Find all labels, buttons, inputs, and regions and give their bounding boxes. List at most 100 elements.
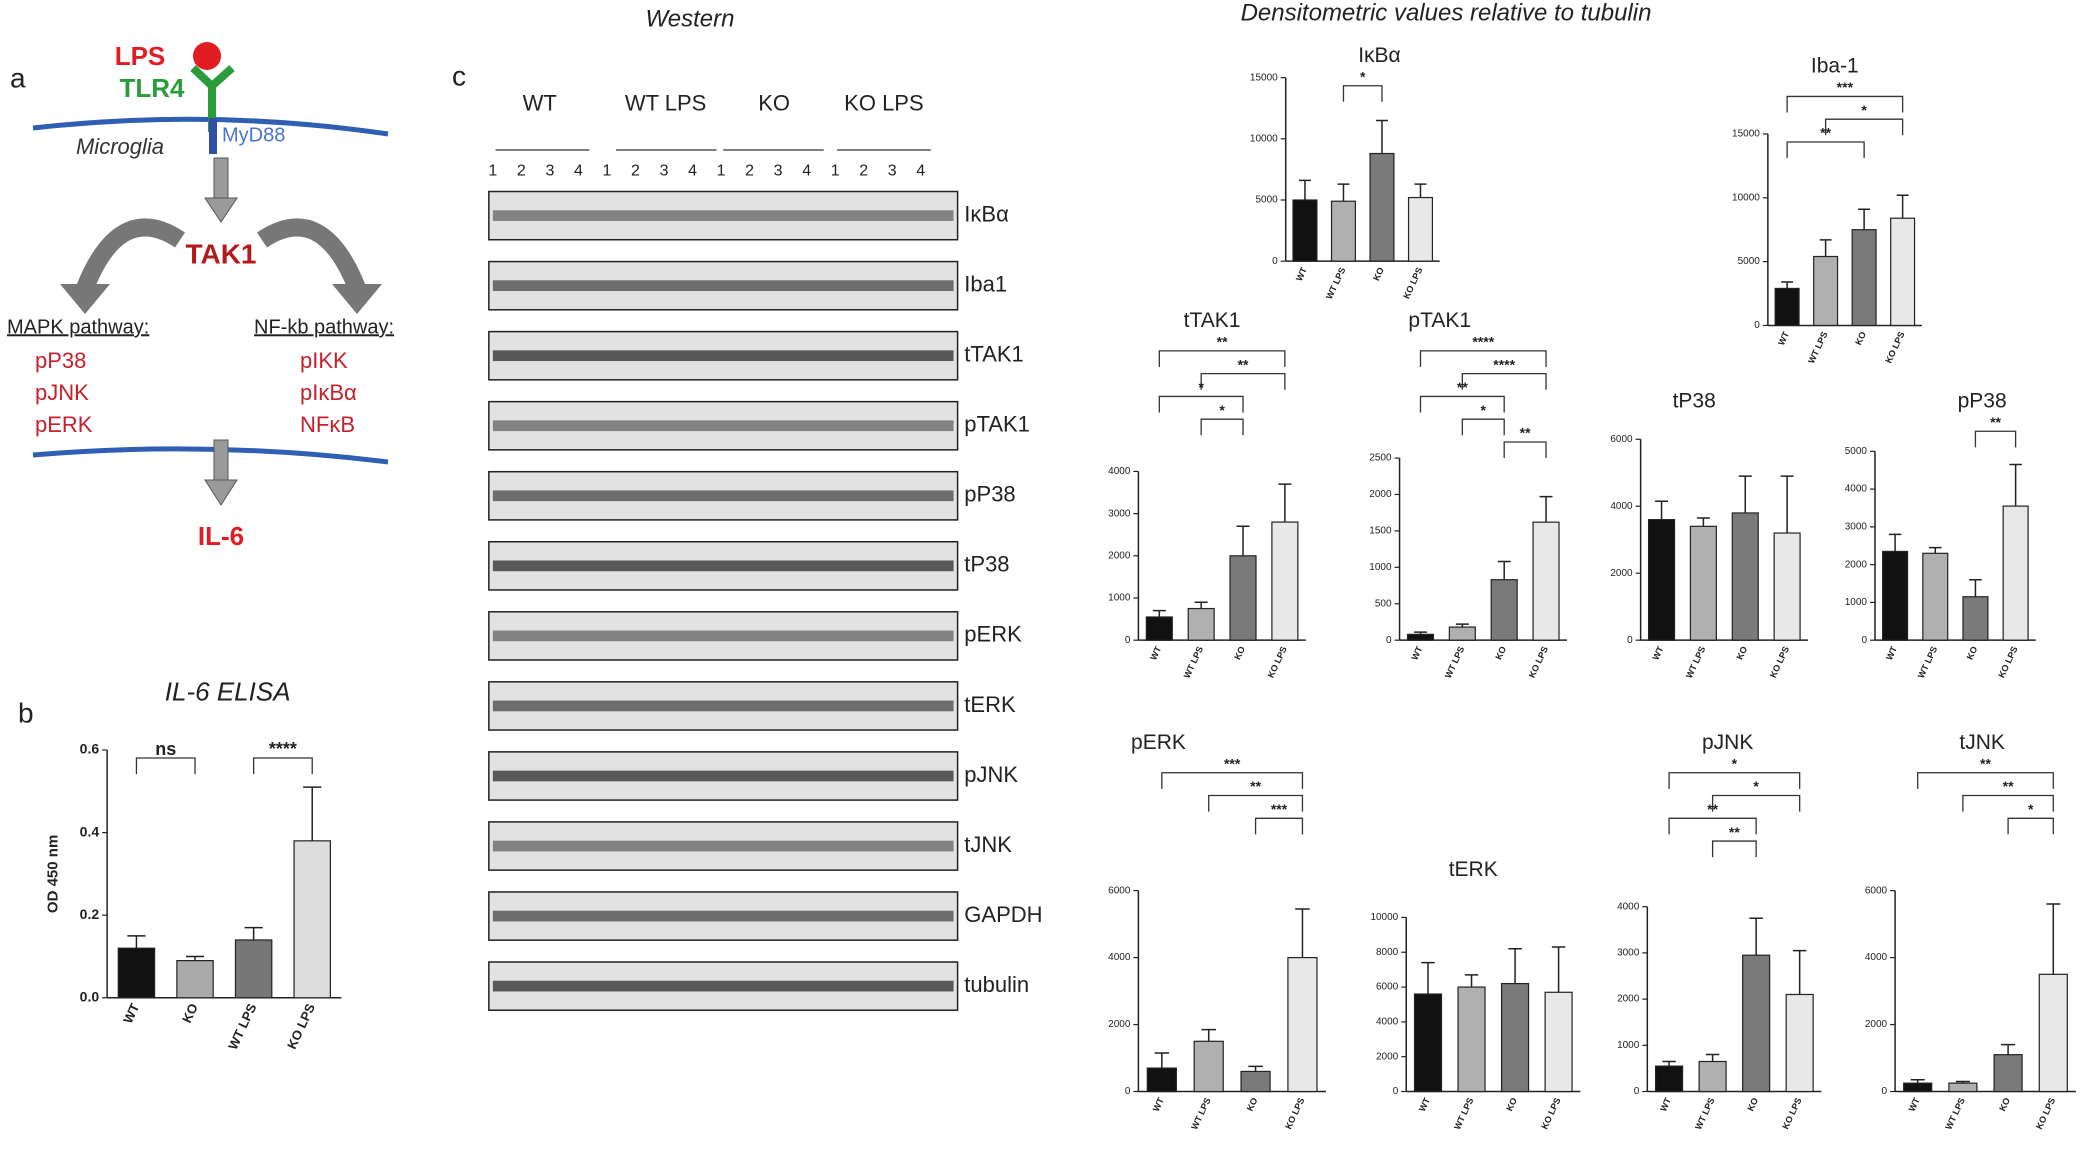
error-bar (1152, 609, 1166, 617)
ligand (193, 42, 221, 70)
error-bar (1662, 1060, 1676, 1067)
significance-bracket (1786, 95, 1904, 113)
bar (1457, 986, 1486, 1093)
bar (1448, 626, 1476, 641)
significance-label: ** (1457, 379, 1468, 395)
x-tick-label: KO LPS (1768, 645, 1791, 680)
blot-band (492, 350, 954, 362)
y-tick-label: 3000 (1108, 508, 1131, 519)
lane-number: 2 (517, 163, 526, 180)
bar (1413, 993, 1443, 1093)
y-tick-label: 1000 (1617, 1040, 1640, 1051)
chart-title: IκBα (1358, 44, 1400, 67)
error-bar (1696, 517, 1710, 527)
y-tick-label: 6000 (1865, 885, 1888, 896)
x-tick-label: KO (1493, 645, 1508, 661)
group-label: WT (523, 90, 557, 115)
bar (1240, 1070, 1271, 1093)
x-tick-label: WT (1884, 644, 1899, 661)
blot-band (492, 420, 954, 432)
error-bar (1299, 179, 1311, 200)
y-tick-label: 8000 (1376, 947, 1399, 958)
error-bar (1888, 533, 1902, 552)
blot-label: Iba1 (964, 271, 1007, 296)
error-bar (1749, 917, 1763, 956)
bar (1731, 512, 1759, 641)
bar (1146, 1067, 1177, 1093)
y-tick-label: 1000 (1845, 597, 1868, 608)
x-tick-label: WT (1907, 1096, 1922, 1113)
significance-bracket (1461, 373, 1547, 390)
pathway-item: NFκB (300, 412, 355, 437)
y-tick-label: 2000 (1108, 1019, 1131, 1030)
blot-label: pTAK1 (964, 412, 1030, 437)
significance-bracket (1962, 794, 2054, 812)
y-tick-label: 0.6 (80, 741, 100, 757)
chart-title: pJNK (1702, 731, 1753, 754)
error-bar (244, 926, 263, 940)
significance-label: ** (1238, 356, 1249, 372)
blot-label: pJNK (964, 762, 1018, 787)
x-tick-label: KO LPS (1401, 266, 1424, 301)
significance-label: ** (1729, 824, 1740, 840)
bar (1890, 217, 1916, 327)
bar (1271, 521, 1299, 641)
panel-label: c (452, 60, 466, 91)
curved-arrow (76, 218, 185, 292)
x-tick-label: KO (1504, 1096, 1519, 1112)
bar (2002, 505, 2029, 641)
bar (1903, 1082, 1933, 1093)
bar (1774, 287, 1800, 327)
bar (234, 939, 273, 999)
tak1-label: TAK1 (185, 238, 256, 269)
error-bar (1781, 281, 1794, 289)
y-axis-label: OD 450 nm (45, 835, 62, 913)
bar (1229, 555, 1257, 641)
significance-label: * (1753, 778, 1759, 794)
x-tick-label: KO (1371, 266, 1386, 282)
significance-bracket (135, 757, 196, 775)
y-tick-label: 500 (1375, 598, 1392, 609)
x-tick-label: WT (1658, 1096, 1673, 1113)
y-tick-label: 10000 (1370, 912, 1398, 923)
x-tick-label: KO (1997, 1096, 2012, 1112)
error-bar (1792, 949, 1807, 995)
significance-bracket (1974, 430, 2017, 448)
y-tick-label: 0 (1386, 635, 1392, 646)
bar (1406, 633, 1435, 641)
bar (1698, 1060, 1727, 1093)
significance-label: *** (1224, 755, 1241, 771)
y-tick-label: 4000 (1845, 484, 1868, 495)
arrow-head (204, 479, 238, 506)
bar (1647, 519, 1676, 641)
y-tick-label: 0 (1627, 635, 1633, 646)
error-bar (1337, 183, 1350, 202)
y-tick-label: 4000 (1376, 1017, 1399, 1028)
error-bar (1376, 119, 1388, 154)
significance-bracket (1668, 817, 1757, 835)
blot-label: tJNK (964, 832, 1012, 857)
cell-label: Microglia (76, 134, 164, 159)
significance-label: * (1360, 68, 1366, 84)
bar (1490, 579, 1518, 641)
lps-label: LPS (115, 41, 166, 71)
y-tick-label: 15000 (1732, 129, 1760, 140)
significance-label: ns (155, 739, 176, 759)
x-tick-label: WT (1776, 330, 1791, 347)
y-tick-label: 1000 (1108, 593, 1131, 604)
y-tick-label: 15000 (1250, 72, 1278, 83)
curved-arrow (257, 218, 366, 292)
y-tick-label: 2000 (1845, 559, 1868, 570)
x-tick-label: WT LPS (1443, 645, 1466, 680)
blot-band (492, 980, 954, 992)
panel-label: b (18, 697, 34, 728)
bar (1330, 200, 1357, 262)
y-tick-label: 3000 (1617, 948, 1640, 959)
lane-number: 1 (717, 163, 726, 180)
blot-label: GAPDH (964, 902, 1042, 927)
blot-band (492, 630, 954, 642)
il6-label: IL-6 (198, 521, 244, 551)
error-bar (1154, 1052, 1170, 1069)
x-tick-label: KO LPS (1996, 645, 2019, 680)
bar (117, 947, 156, 999)
